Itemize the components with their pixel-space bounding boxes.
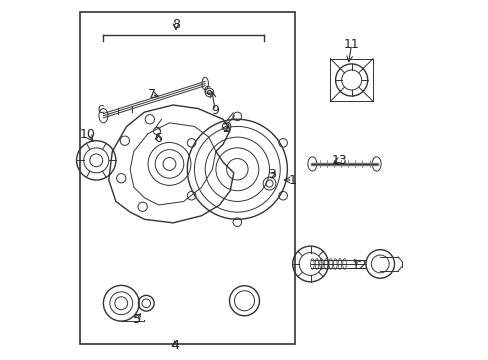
Bar — [329, 59, 372, 102]
Text: 7: 7 — [147, 88, 155, 101]
Text: 8: 8 — [172, 18, 180, 31]
Text: C: C — [203, 86, 210, 96]
Text: C: C — [97, 105, 104, 115]
Text: 4: 4 — [170, 338, 179, 351]
Circle shape — [207, 90, 211, 95]
Text: 2: 2 — [221, 122, 229, 135]
Text: 11: 11 — [343, 38, 359, 51]
Text: 6: 6 — [154, 132, 162, 145]
Bar — [80, 12, 294, 344]
Text: 13: 13 — [330, 154, 346, 167]
Text: 10: 10 — [80, 128, 96, 141]
Text: 1: 1 — [288, 174, 296, 186]
Text: 3: 3 — [268, 168, 276, 181]
Text: 9: 9 — [211, 104, 219, 117]
Text: 5: 5 — [132, 313, 141, 326]
Text: 12: 12 — [351, 258, 366, 271]
